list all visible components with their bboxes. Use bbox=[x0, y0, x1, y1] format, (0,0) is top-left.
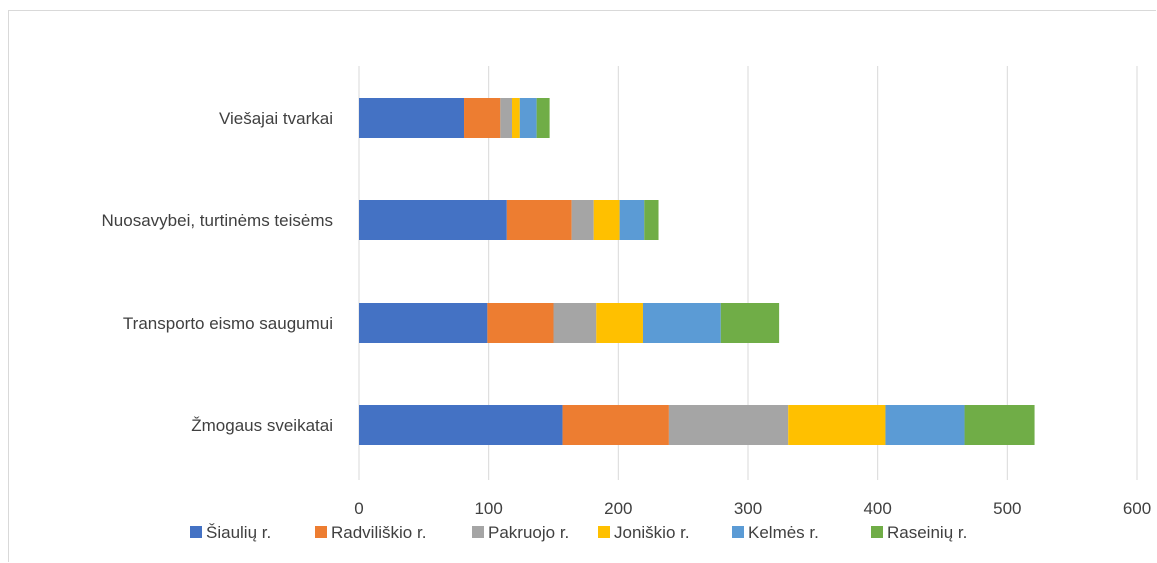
bar-segment bbox=[512, 98, 520, 138]
x-tick-label: 600 bbox=[1123, 499, 1151, 518]
bar-segment bbox=[642, 303, 721, 343]
bar-segment bbox=[359, 303, 488, 343]
bar-segment bbox=[536, 98, 550, 138]
bar-segment bbox=[487, 303, 554, 343]
x-tick-label: 500 bbox=[993, 499, 1021, 518]
bar-segment bbox=[359, 98, 465, 138]
legend-label: Kelmės r. bbox=[748, 523, 819, 542]
legend-label: Joniškio r. bbox=[614, 523, 690, 542]
legend-label: Radviliškio r. bbox=[331, 523, 426, 542]
category-labels: Viešajai tvarkai Nuosavybei, turtinėms te… bbox=[102, 109, 333, 435]
legend-swatch bbox=[732, 526, 744, 538]
bar-segment bbox=[359, 405, 563, 445]
bar-segment bbox=[500, 98, 513, 138]
legend-swatch bbox=[190, 526, 202, 538]
bar-segment bbox=[562, 405, 669, 445]
x-tick-label: 200 bbox=[604, 499, 632, 518]
legend-swatch bbox=[472, 526, 484, 538]
legend-label: Pakruojo r. bbox=[488, 523, 569, 542]
chart-frame bbox=[8, 10, 1156, 562]
bar-segment bbox=[506, 200, 572, 240]
x-tick-label: 0 bbox=[354, 499, 363, 518]
legend-label: Raseinių r. bbox=[887, 523, 967, 542]
bar-segment bbox=[788, 405, 886, 445]
category-label: Transporto eismo saugumui bbox=[123, 314, 333, 333]
bar-segment bbox=[464, 98, 501, 138]
bar-segment bbox=[593, 200, 620, 240]
bar-segment bbox=[885, 405, 965, 445]
legend-label: Šiaulių r. bbox=[206, 523, 271, 542]
x-tick-label: 100 bbox=[474, 499, 502, 518]
legend-swatch bbox=[315, 526, 327, 538]
bar-segment bbox=[668, 405, 789, 445]
bar-segment bbox=[619, 200, 645, 240]
bar-segment bbox=[720, 303, 780, 343]
x-tick-label: 400 bbox=[863, 499, 891, 518]
x-tick-label: 300 bbox=[734, 499, 762, 518]
bars bbox=[359, 98, 1035, 445]
bar-segment bbox=[359, 200, 507, 240]
legend: Šiaulių r. Radviliškio r. Pakruojo r. Joniš… bbox=[190, 523, 967, 542]
bar-segment bbox=[596, 303, 643, 343]
x-tick-labels: 0 100 200 300 400 500 600 bbox=[354, 499, 1151, 518]
bar-segment bbox=[519, 98, 537, 138]
bar-segment bbox=[964, 405, 1035, 445]
category-label: Nuosavybei, turtinėms teisėms bbox=[102, 211, 333, 230]
legend-swatch bbox=[598, 526, 610, 538]
category-label: Viešajai tvarkai bbox=[219, 109, 333, 128]
legend-swatch bbox=[871, 526, 883, 538]
bar-segment bbox=[553, 303, 597, 343]
bar-segment bbox=[644, 200, 659, 240]
bar-segment bbox=[571, 200, 594, 240]
category-label: Žmogaus sveikatai bbox=[191, 416, 333, 435]
